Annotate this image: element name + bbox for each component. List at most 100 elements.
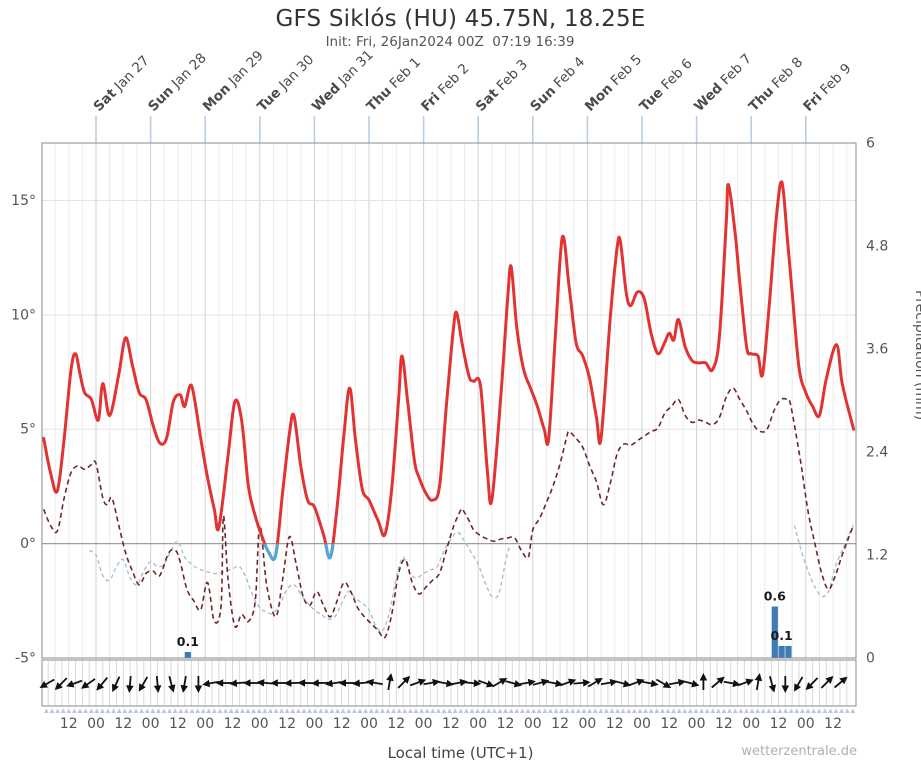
triangle-marker [626, 708, 632, 713]
triangle-marker [486, 708, 492, 713]
triangle-marker [413, 708, 419, 713]
wind-chill-line [793, 524, 855, 598]
triangle-marker [223, 708, 228, 713]
precip-value-label: 0.6 [764, 589, 786, 604]
triangle-marker [217, 708, 223, 713]
x-tick-label: 12 [824, 716, 842, 732]
x-tick-label: 12 [278, 716, 296, 732]
triangle-marker [514, 708, 520, 713]
triangle-marker [116, 708, 122, 713]
triangle-marker [816, 708, 822, 713]
triangle-marker [156, 708, 161, 713]
triangle-marker [525, 708, 531, 713]
triangle-marker [531, 708, 537, 713]
triangle-marker [256, 708, 262, 713]
x-tick-label: 00 [469, 716, 487, 732]
triangle-marker [357, 708, 363, 713]
wind-band-border [41, 659, 857, 707]
triangle-marker [710, 708, 716, 713]
precip-bar [785, 645, 792, 658]
x-tick-label: 00 [415, 716, 433, 732]
x-tick-label: 12 [60, 716, 78, 732]
wind-arrow-icon [641, 679, 659, 688]
triangle-marker [234, 708, 240, 713]
x-tick-label: 12 [770, 716, 788, 732]
x-tick-label: 12 [224, 716, 242, 732]
day-label: Fri Feb 2 [418, 61, 472, 115]
triangle-marker [172, 708, 178, 713]
plot-border [41, 142, 857, 659]
triangle-marker [60, 708, 66, 713]
triangle-marker [430, 708, 436, 713]
watermark: wetterzentrale.de [741, 744, 857, 759]
triangle-marker [441, 708, 447, 713]
wind-arrow-icon [754, 673, 763, 691]
triangle-marker [200, 708, 206, 713]
triangle-marker [643, 708, 649, 713]
wind-arrow-icon [397, 675, 411, 689]
triangle-marker [189, 708, 195, 713]
triangle-marker [296, 708, 301, 713]
triangle-marker [262, 708, 268, 713]
x-tick-label: 12 [551, 716, 569, 732]
wind-arrow-icon [338, 679, 356, 687]
triangle-marker [520, 708, 525, 713]
triangle-marker [783, 708, 789, 713]
triangle-marker [536, 708, 542, 713]
wind-arrow-icon [365, 678, 383, 687]
y-axis-right-label: 1.2 [866, 548, 888, 564]
triangle-marker [301, 708, 307, 713]
triangle-marker [716, 708, 721, 713]
x-tick-label: 00 [251, 716, 269, 732]
wind-arrow-icon [96, 677, 108, 691]
triangle-marker [559, 708, 565, 713]
wind-arrow-icon [126, 675, 134, 693]
triangle-marker [844, 708, 850, 713]
x-tick-label: 12 [114, 716, 132, 732]
x-tick-label: 00 [87, 716, 105, 732]
dew-point-line [42, 387, 855, 639]
triangle-marker [598, 708, 604, 713]
wind-arrow-icon [324, 679, 342, 688]
wind-arrow-icon [505, 679, 522, 688]
triangle-marker [660, 708, 665, 713]
triangle-marker [307, 708, 312, 713]
wind-arrow-icon [833, 676, 848, 689]
chart-subtitle: Init: Fri, 26Jan2024 00Z 07:19 16:39 [325, 34, 575, 50]
wind-chill-line [88, 531, 511, 632]
triangle-marker [184, 708, 189, 713]
wind-arrow-icon [194, 676, 203, 693]
triangle-marker [469, 708, 475, 713]
triangle-marker [77, 708, 83, 713]
x-tick-label: 00 [633, 716, 651, 732]
triangle-marker [368, 708, 374, 713]
x-tick-label: 00 [360, 716, 378, 732]
triangle-marker [436, 708, 441, 713]
wind-arrow-icon [723, 679, 741, 688]
wind-arrow-icon [655, 678, 672, 688]
triangle-marker [66, 708, 72, 713]
triangle-marker [671, 708, 677, 713]
wind-arrow-icon [781, 676, 790, 693]
triangle-marker [72, 708, 77, 713]
wind-arrow-icon [437, 679, 454, 688]
y-axis-left-label: 15° [11, 193, 36, 209]
triangle-marker [676, 708, 682, 713]
x-tick-label: 00 [797, 716, 815, 732]
triangle-marker [83, 708, 88, 713]
day-label: Fri Feb 9 [800, 61, 854, 115]
wind-band [39, 659, 857, 707]
triangle-marker [503, 708, 508, 713]
wind-arrow-icon [614, 679, 632, 688]
wind-arrow-icon [699, 673, 708, 690]
wind-arrow-icon [81, 678, 96, 689]
triangle-marker [402, 708, 408, 713]
x-tick-label: 12 [660, 716, 678, 732]
day-label: Sun Feb 4 [527, 54, 588, 115]
precip-value-label: 0.1 [177, 634, 199, 649]
triangle-marker [732, 708, 738, 713]
triangle-marker [822, 708, 828, 713]
triangle-marker [637, 708, 643, 713]
triangle-marker [380, 708, 385, 713]
triangle-marker [94, 708, 100, 713]
